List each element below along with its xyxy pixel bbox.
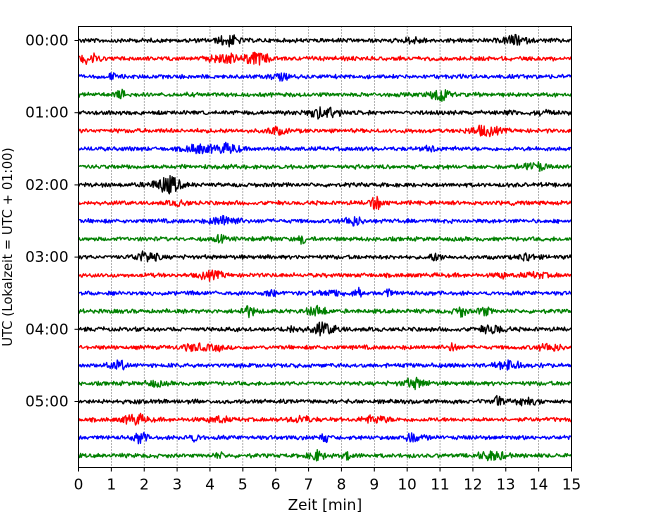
y-tick-label: 04:00	[25, 320, 68, 338]
seismogram-trace	[78, 33, 573, 48]
x-axis-label: Zeit [min]	[288, 496, 362, 514]
x-tick-label: 8	[337, 476, 347, 494]
x-tick-label: 6	[271, 476, 281, 494]
plot-frame	[78, 26, 572, 468]
seismogram-trace	[78, 51, 573, 66]
x-tick-label: 4	[205, 476, 215, 494]
seismogram-trace	[78, 412, 573, 426]
seismogram-trace	[77, 233, 572, 245]
seismogram-trace	[77, 88, 572, 102]
x-tick-label: 11	[430, 476, 449, 494]
seismogram-trace	[77, 106, 573, 120]
y-tick-label: 05:00	[25, 393, 68, 411]
x-tick-label: 9	[370, 476, 380, 494]
seismogram-trace	[77, 72, 573, 82]
seismogram-trace	[77, 141, 572, 155]
seismogram-trace	[77, 342, 572, 353]
x-tick-label: 12	[463, 476, 482, 494]
seismogram-trace	[78, 161, 573, 172]
x-tick-label: 5	[238, 476, 248, 494]
y-tick-label: 00:00	[25, 32, 68, 50]
seismogram-trace	[77, 376, 572, 391]
x-tick-label: 1	[107, 476, 117, 494]
y-tick-label: 01:00	[25, 104, 68, 122]
seismogram-trace	[77, 321, 572, 337]
seismogram-trace	[77, 195, 573, 211]
seismogram-trace	[77, 431, 573, 445]
seismogram-trace	[77, 174, 572, 195]
y-tick-label: 02:00	[25, 176, 68, 194]
y-tick-label: 03:00	[25, 248, 68, 266]
seismogram-trace	[77, 394, 572, 407]
y-axis-label: UTC (Lokalzeit = UTC + 01:00)	[1, 148, 16, 347]
seismogram-trace	[77, 449, 573, 462]
x-tick-label: 7	[304, 476, 314, 494]
seismogram-trace	[77, 124, 573, 138]
seismogram-trace	[77, 250, 573, 263]
seismogram-trace	[78, 359, 573, 371]
x-tick-label: 15	[562, 476, 581, 494]
x-tick-label: 2	[139, 476, 149, 494]
x-tick-label: 10	[398, 476, 417, 494]
seismogram-trace	[78, 286, 573, 298]
x-tick-label: 3	[172, 476, 182, 494]
seismogram-trace	[77, 304, 573, 319]
y-axis-ticks: 00:00 01:00 02:00 03:00 04:00 05:00	[25, 32, 79, 411]
seismogram-trace	[78, 214, 573, 227]
seismogram-traces	[77, 33, 573, 462]
x-tick-label: 13	[496, 476, 515, 494]
x-tick-label: 0	[74, 476, 84, 494]
x-axis-ticks: 0 1 2 3 4 5 6 7 8 9 10 11 12 13 14 15	[74, 467, 581, 494]
seismogram-trace	[77, 269, 573, 282]
x-tick-label: 14	[529, 476, 548, 494]
